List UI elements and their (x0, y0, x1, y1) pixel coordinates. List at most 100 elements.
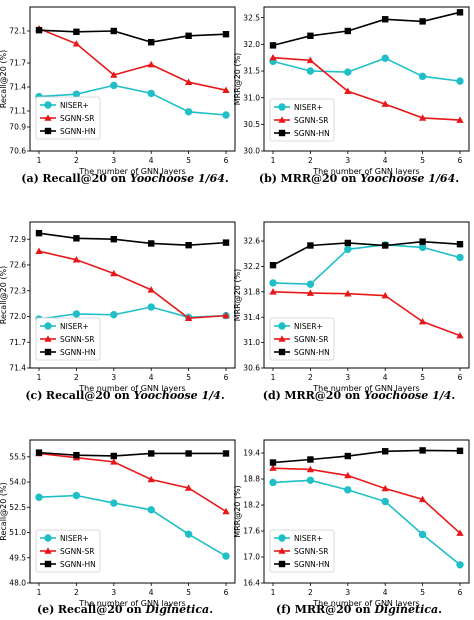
caption-label: (c) (25, 389, 43, 402)
caption-f: (f) MRR@20 on Diginetica. (246, 603, 472, 616)
data-point (381, 100, 389, 107)
legend-marker (44, 101, 52, 109)
data-point (344, 87, 352, 95)
series-line (38, 250, 227, 320)
data-point (222, 239, 230, 246)
y-tick-label: 30.5 (243, 120, 260, 129)
data-point (269, 459, 277, 466)
data-point (344, 27, 351, 35)
series-line (272, 56, 461, 121)
series-line (38, 27, 227, 91)
data-point (344, 486, 352, 494)
legend-entry: SGNN-HN (294, 560, 330, 569)
series-sgnn-hn (269, 238, 464, 269)
series-line (272, 291, 461, 337)
data-point (35, 27, 43, 34)
series-sgnn-sr (35, 449, 230, 515)
series-line (38, 451, 226, 457)
data-point (307, 456, 314, 463)
plot-frame (29, 221, 236, 369)
legend-box (269, 317, 335, 361)
caption-a: (a) Recall@20 on Yoochoose 1/64. (12, 172, 238, 185)
data-point (35, 449, 43, 456)
caption-end: . (224, 172, 229, 185)
series-niser- (269, 476, 464, 569)
legend-box (269, 98, 335, 142)
data-point (381, 497, 389, 506)
y-tick-label: 71.1 (9, 107, 26, 116)
y-tick-label: 16.4 (243, 579, 260, 588)
x-tick-label: 6 (224, 588, 229, 597)
y-tick-label: 30.0 (243, 147, 260, 156)
series-sgnn-sr (35, 24, 230, 93)
data-point (110, 81, 118, 90)
legend-box (269, 529, 335, 573)
data-point (184, 314, 193, 321)
legend-marker (44, 322, 52, 330)
x-tick-label: 3 (345, 156, 350, 165)
legend-marker (278, 116, 286, 123)
x-tick-label: 3 (111, 156, 116, 165)
data-point (148, 450, 155, 457)
x-tick-label: 6 (458, 588, 463, 597)
x-axis-label: The number of GNN layers (312, 384, 419, 393)
data-point (418, 317, 427, 325)
y-tick-label: 49.5 (9, 553, 26, 562)
x-tick-label: 5 (420, 588, 425, 597)
series-line (272, 11, 461, 47)
caption-label: (f) (276, 603, 292, 616)
data-point (419, 447, 426, 454)
y-tick-label: 55.5 (9, 452, 26, 461)
series-line (272, 449, 461, 464)
y-tick-label: 31.0 (243, 93, 260, 102)
x-tick-label: 5 (420, 156, 425, 165)
legend-marker (278, 322, 286, 330)
plot-frame (263, 439, 470, 584)
data-point (147, 89, 155, 98)
data-point (456, 331, 464, 339)
y-tick-label: 71.7 (9, 338, 26, 347)
data-point (110, 235, 117, 243)
caption-text: MRR@20 on (284, 389, 365, 402)
y-tick-label: 48.0 (9, 579, 26, 588)
x-tick-label: 4 (383, 373, 388, 382)
data-point (184, 530, 193, 538)
line-chart-4: 1 2 3 4 5 6 30.6 31.0 31.4 31.8 32.2 32.6 The number… (233, 221, 470, 393)
series-line (272, 240, 461, 266)
legend-entry: SGNN-SR (294, 335, 328, 344)
x-axis-label: The number of GNN layers (78, 167, 185, 176)
y-tick-label: 71.4 (9, 364, 26, 373)
series-line (38, 84, 227, 116)
data-point (344, 290, 352, 297)
legend-marker (278, 335, 286, 342)
series-sgnn-sr (35, 247, 230, 321)
data-point (147, 303, 155, 311)
y-axis-label: MRR@20 (%) (233, 53, 242, 106)
line-chart-3: 1 2 3 4 5 6 71.4 71.7 72.0 72.3 72.6 72.9 The number… (0, 221, 236, 393)
x-tick-label: 1 (271, 156, 276, 165)
plot-frame (29, 6, 236, 152)
legend-entry: SGNN-HN (294, 348, 330, 357)
x-axis-label: The number of GNN layers (78, 384, 185, 393)
data-point (73, 451, 80, 459)
caption-label: (a) (21, 172, 39, 185)
caption-dataset: Diginetica (145, 603, 210, 616)
x-tick-label: 2 (74, 373, 79, 382)
data-point (269, 279, 277, 287)
y-tick-label: 72.0 (9, 312, 26, 321)
series-line (272, 57, 461, 82)
legend-entry: NISER+ (294, 322, 323, 331)
data-point (456, 253, 464, 262)
series-line (38, 29, 227, 44)
plot-frame (29, 439, 236, 584)
data-point (184, 78, 193, 85)
series-line (38, 232, 227, 246)
data-point (147, 286, 155, 293)
data-point (35, 229, 43, 237)
data-point (306, 476, 315, 484)
x-tick-label: 1 (37, 588, 42, 597)
data-point (147, 475, 155, 483)
legend-marker (44, 547, 52, 554)
caption-d: (d) MRR@20 on Yoochoose 1/4. (246, 389, 472, 402)
